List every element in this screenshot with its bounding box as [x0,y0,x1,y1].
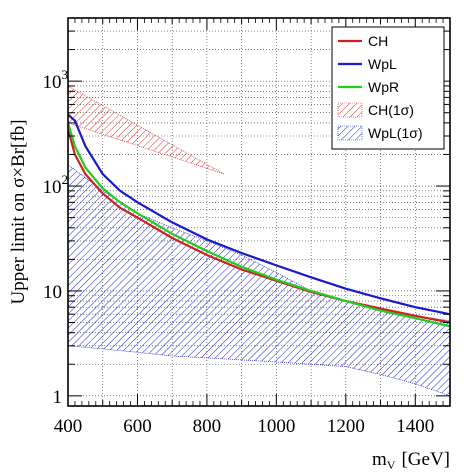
tick-labels: 400 600 800 1000 1200 1400 1 10 102 103 [43,67,435,437]
x-axis-label-unit: [GeV] [401,449,450,470]
x-tick-label: 600 [123,416,152,437]
legend-label: WpL [368,56,397,72]
series-line-wpl [68,113,450,316]
y-axis-label: Upper limit on σ×Br[fb] [8,119,29,304]
series-line-ch [68,128,450,324]
x-tick-label: 1400 [396,416,434,437]
band-ch-1sigma [68,85,225,175]
band-wpl-1sigma [68,164,450,397]
y-tick-label: 1 [53,387,63,408]
x-tick-label: 400 [54,416,83,437]
x-tick-label: 1200 [327,416,365,437]
legend-swatch [337,125,363,141]
series-line-wpr [68,122,450,328]
uncertainty-bands [68,85,450,397]
y-tick-label: 10 [43,282,62,303]
legend: CH WpL WpR CH(1σ) WpL(1σ) [331,26,445,150]
legend-label: CH(1σ) [368,102,414,118]
legend-label: WpR [368,79,399,95]
x-axis-label-sub: V [387,458,396,472]
x-tick-label: 1000 [257,416,295,437]
x-axis-label: mV [GeV] [372,449,450,472]
y-tick-label: 103 [43,67,69,93]
legend-label: WpL(1σ) [368,125,423,141]
legend-swatch [337,102,363,118]
plot-frame [67,17,451,407]
x-axis-label-var: m [372,449,387,470]
y-tick-label: 102 [43,172,69,198]
x-tick-label: 800 [193,416,222,437]
legend-label: CH [368,33,388,49]
series-lines [68,113,450,328]
